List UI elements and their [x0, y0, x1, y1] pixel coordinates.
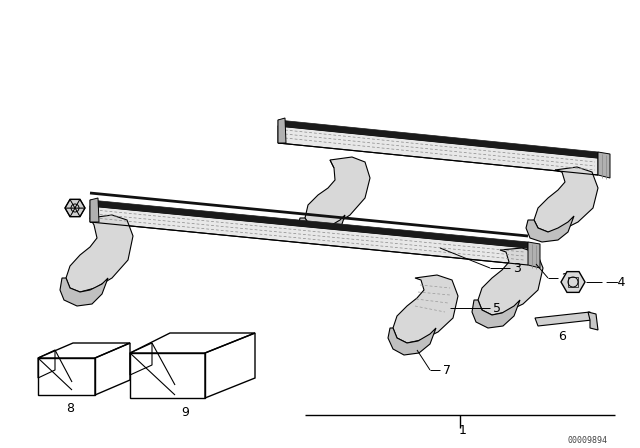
Text: 3: 3: [513, 262, 521, 275]
Polygon shape: [478, 248, 543, 315]
Polygon shape: [598, 152, 610, 178]
Polygon shape: [70, 199, 80, 208]
Polygon shape: [534, 167, 598, 232]
Polygon shape: [535, 312, 592, 326]
Text: 00009894: 00009894: [568, 435, 608, 444]
Polygon shape: [528, 242, 540, 268]
Polygon shape: [298, 215, 345, 240]
Polygon shape: [393, 275, 458, 343]
Text: 8: 8: [66, 401, 74, 414]
Polygon shape: [90, 200, 528, 248]
Polygon shape: [588, 312, 598, 330]
Polygon shape: [90, 198, 99, 222]
Polygon shape: [66, 215, 133, 292]
Polygon shape: [65, 208, 75, 217]
Polygon shape: [278, 118, 286, 143]
Polygon shape: [90, 206, 528, 265]
Polygon shape: [75, 208, 85, 217]
Polygon shape: [472, 300, 520, 328]
Polygon shape: [70, 208, 80, 217]
Polygon shape: [278, 126, 598, 175]
Text: 5: 5: [493, 302, 501, 314]
Polygon shape: [278, 120, 598, 158]
Polygon shape: [60, 278, 108, 306]
Text: 2: 2: [561, 271, 569, 284]
Polygon shape: [526, 216, 574, 242]
Polygon shape: [388, 328, 436, 355]
Text: 9: 9: [181, 405, 189, 418]
Polygon shape: [305, 157, 370, 228]
Text: —4: —4: [605, 276, 625, 289]
Polygon shape: [75, 199, 85, 208]
Polygon shape: [65, 199, 75, 208]
Text: 6: 6: [558, 329, 566, 343]
Text: 1: 1: [459, 423, 467, 436]
Text: 7: 7: [443, 363, 451, 376]
Polygon shape: [561, 271, 585, 293]
